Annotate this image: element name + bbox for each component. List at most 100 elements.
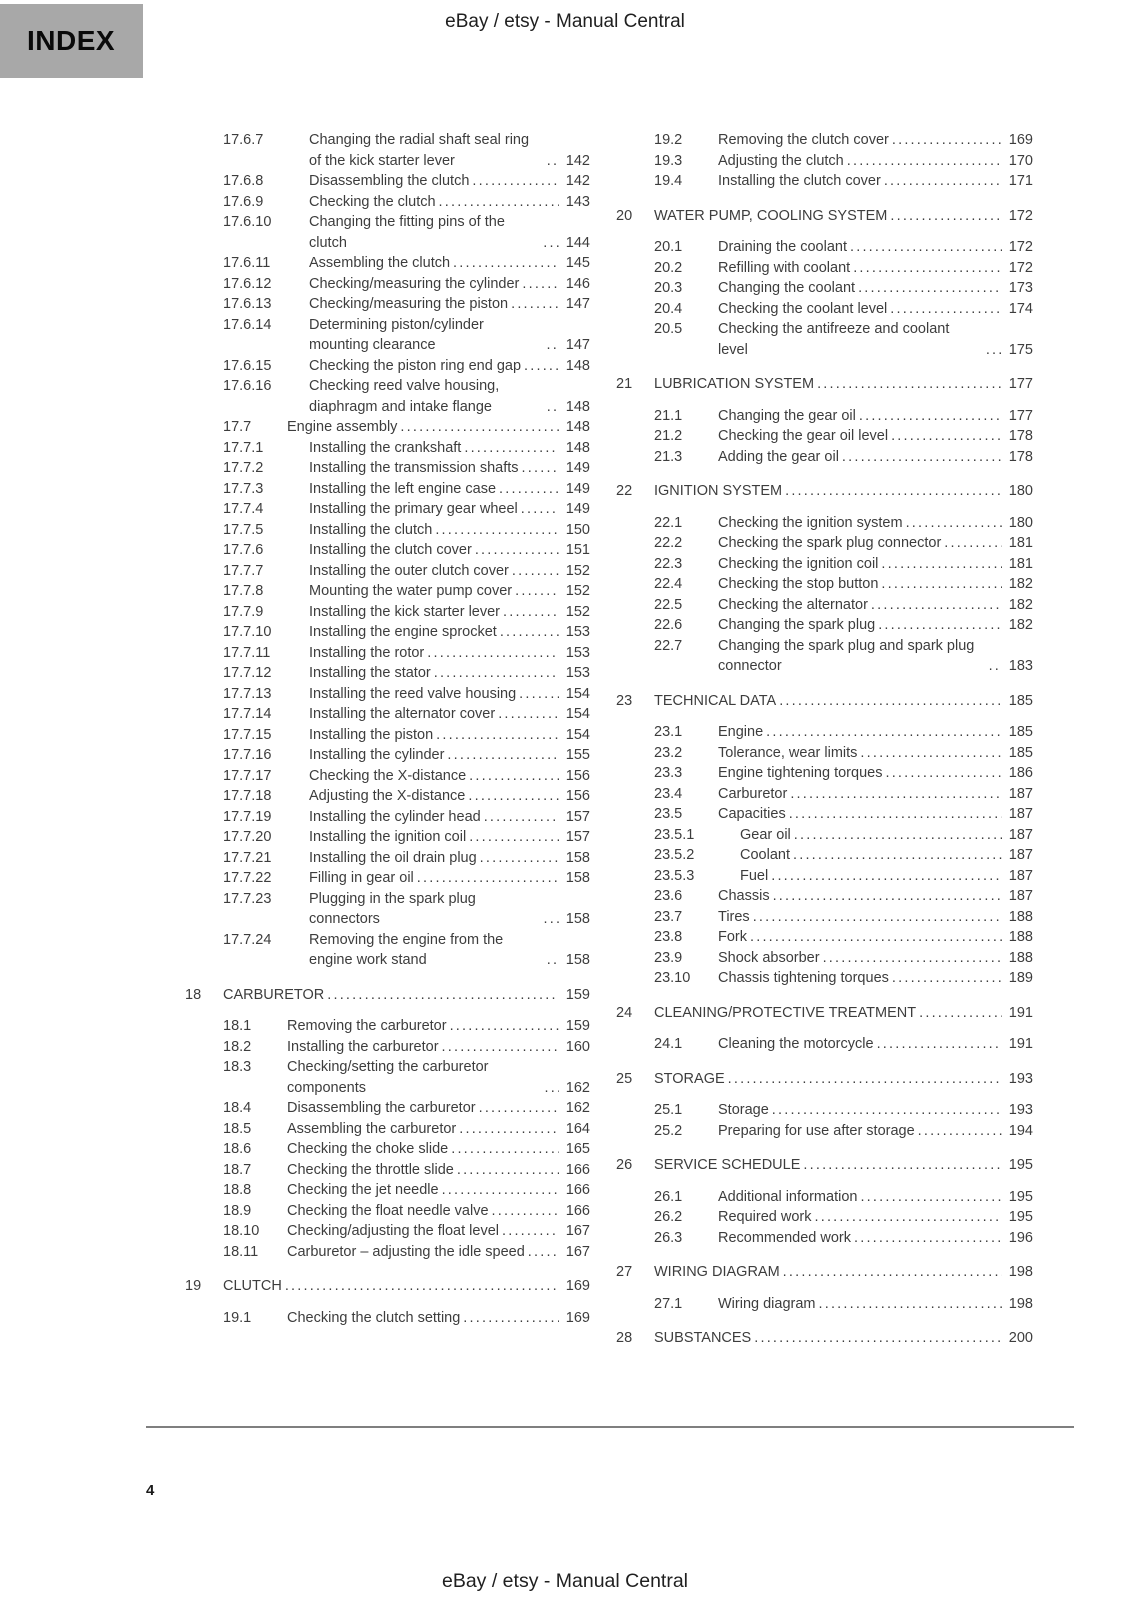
toc-entry-title: Checking/adjusting the float level — [287, 1223, 499, 1239]
toc-entry-page: 193 — [1008, 1070, 1033, 1087]
toc-entry-title: Checking the X-distance — [309, 767, 467, 784]
toc-entry-page: 183 — [1008, 658, 1033, 674]
toc-leader-dots — [285, 1276, 559, 1297]
toc-leader-dots — [543, 909, 558, 930]
toc-entry-number: 17.6.11 — [223, 255, 271, 271]
toc-entry: 23.5.3 Fuel 187 — [616, 866, 1033, 887]
toc-entry-number: 17.7.22 — [223, 870, 272, 886]
toc-entry-number: 21 — [616, 376, 633, 392]
toc-entry-title: Checking the jet needle — [287, 1182, 439, 1198]
toc-entry: 22.7 Changing the spark plug and spark pl… — [616, 636, 1033, 677]
toc-entry-title: Installing the piston — [309, 726, 434, 743]
toc-entry: 18.4 Disassembling the carburetor 162 — [185, 1098, 590, 1119]
toc-entry-title: Determining piston/cylinder mounting cle… — [309, 316, 484, 354]
toc-entry-title: Changing the fitting pins of the clutch — [309, 214, 505, 251]
toc-leader-dots — [773, 886, 1002, 907]
toc-leader-dots — [944, 533, 1002, 554]
toc-entry: 23.4 Carburetor 187 — [616, 784, 1033, 805]
toc-leader-dots — [512, 561, 559, 582]
toc-entry-page: 148 — [565, 419, 590, 435]
toc-entry: 18.1 Removing the carburetor 159 — [185, 1016, 590, 1037]
toc-entry-page: 187 — [1008, 888, 1033, 904]
toc-entry: 22.4 Checking the stop button 182 — [616, 574, 1033, 595]
toc-entry-number: 23.6 — [654, 888, 683, 904]
index-tab-label: INDEX — [27, 25, 116, 56]
toc-entry-page: 188 — [1008, 949, 1033, 966]
toc-leader-dots — [464, 438, 558, 459]
toc-entry-number: 22.7 — [654, 637, 683, 654]
toc-entry-number: 19.4 — [654, 173, 683, 189]
toc-entry-title: Engine assembly — [287, 419, 398, 435]
toc-entry-title: Changing the radial shaft seal ring of t… — [309, 132, 530, 169]
toc-entry-title: Installing the cylinder head — [309, 808, 481, 825]
toc-entry-number: 23.4 — [654, 785, 683, 802]
toc-entry: 17.6.12 Checking/measuring the cylinder 14… — [185, 274, 590, 295]
toc-entry-page: 188 — [1008, 908, 1033, 925]
toc-leader-dots — [511, 294, 559, 315]
toc-leader-dots — [547, 950, 559, 971]
toc-leader-dots — [989, 656, 1002, 677]
page-header-title: eBay / etsy - Manual Central — [445, 11, 685, 32]
toc-leader-dots — [803, 1155, 1001, 1176]
toc-entry-number: 20.1 — [654, 239, 683, 255]
toc-leader-dots — [447, 745, 558, 766]
toc-entry-title: Checking reed valve housing, diaphragm a… — [309, 378, 500, 415]
toc-entry-title: Installing the ignition coil — [309, 829, 467, 845]
toc-chapter-entry: 18 CARBURETOR 159 — [185, 985, 590, 1006]
toc-entry-page: 153 — [565, 665, 590, 681]
toc-entry-number: 18.7 — [223, 1161, 252, 1178]
toc-leader-dots — [766, 722, 1002, 743]
toc-entry-page: 169 — [565, 1309, 590, 1326]
toc-leader-dots — [442, 1037, 559, 1058]
toc-entry-title: Assembling the clutch — [309, 255, 451, 271]
toc-entry-number: 17.7.4 — [223, 501, 264, 517]
toc-leader-dots — [728, 1069, 1002, 1090]
toc-entry-title: Checking the throttle slide — [287, 1161, 454, 1178]
toc-entry-number: 25.2 — [654, 1122, 683, 1139]
toc-leader-dots — [522, 274, 558, 295]
toc-entry-title: Tires — [718, 908, 750, 925]
toc-leader-dots — [859, 406, 1002, 427]
toc-entry-page: 153 — [565, 644, 590, 661]
toc-entry-page: 187 — [1008, 847, 1033, 863]
toc-entry: 23.5.1 Gear oil 187 — [616, 825, 1033, 846]
toc-entry-title: Cleaning the motorcycle — [718, 1036, 874, 1052]
toc-entry-title: Changing the coolant — [718, 280, 856, 296]
toc-entry-page: 151 — [565, 542, 590, 558]
toc-entry-number: 23.10 — [654, 970, 691, 986]
toc-entry-page: 182 — [1008, 576, 1033, 592]
toc-entry-page: 198 — [1008, 1295, 1033, 1312]
toc-entry: 17.7.14 Installing the alternator cover 15… — [185, 704, 590, 725]
toc-entry: 17.7.12 Installing the stator 153 — [185, 663, 590, 684]
toc-entry-title: Storage — [718, 1102, 769, 1118]
toc-leader-dots — [453, 253, 559, 274]
toc-entry-number: 19.3 — [654, 152, 683, 169]
toc-entry-number: 22.2 — [654, 535, 683, 551]
toc-leader-dots — [500, 622, 559, 643]
toc-entry-number: 17.7.16 — [223, 747, 272, 763]
toc-entry: 17.7.7 Installing the outer clutch cover 1… — [185, 561, 590, 582]
toc-entry-number: 23.7 — [654, 908, 683, 925]
toc-entry: 20.1 Draining the coolant 172 — [616, 237, 1033, 258]
toc-entry-page: 193 — [1008, 1102, 1033, 1118]
toc-entry-number: 17.7.20 — [223, 829, 272, 845]
toc-leader-dots — [503, 602, 559, 623]
toc-entry-title: Filling in gear oil — [309, 870, 414, 886]
toc-entry: 23.10 Chassis tightening torques 189 — [616, 968, 1033, 989]
toc-entry-number: 17.7.3 — [223, 480, 264, 497]
toc-leader-dots — [502, 1221, 559, 1242]
toc-chapter-entry: 21 LUBRICATION SYSTEM 177 — [616, 374, 1033, 395]
toc-entry-title: Installing the primary gear wheel — [309, 501, 518, 517]
toc-leader-dots — [492, 1201, 559, 1222]
toc-entry-page: 172 — [1008, 259, 1033, 276]
toc-entry-page: 150 — [565, 521, 590, 538]
toc-entry-page: 182 — [1008, 617, 1033, 633]
toc-entry-number: 17.6.9 — [223, 193, 264, 210]
toc-entry: 17.6.10 Changing the fitting pins of the … — [185, 212, 590, 253]
toc-leader-dots — [779, 691, 1002, 712]
toc-leader-dots — [890, 206, 1001, 227]
toc-entry-page: 191 — [1008, 1004, 1033, 1021]
toc-entry-page: 177 — [1008, 407, 1033, 424]
toc-entry-title: Checking the choke slide — [287, 1141, 449, 1157]
toc-entry: 17.7.6 Installing the clutch cover 151 — [185, 540, 590, 561]
